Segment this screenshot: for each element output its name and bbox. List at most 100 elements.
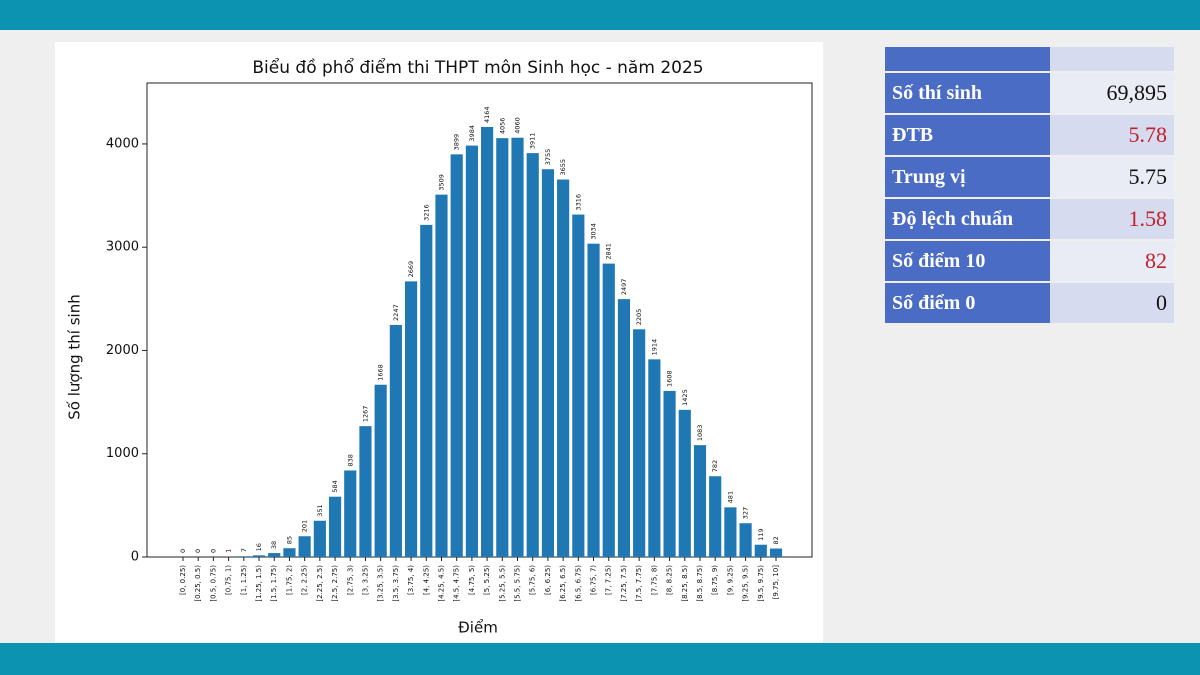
y-tick-label: 2000	[106, 343, 139, 358]
value-label: 584	[331, 480, 339, 492]
value-label: 2247	[392, 304, 400, 321]
x-tick-label: [3.25, 3.5)	[377, 565, 385, 602]
value-label: 782	[711, 460, 719, 472]
x-tick-label: [4.75, 5)	[468, 565, 476, 595]
stats-row: Số điểm 10 82	[885, 241, 1174, 281]
bar	[404, 281, 418, 557]
value-label: 327	[742, 507, 750, 519]
bar	[328, 496, 342, 557]
x-axis-label: Điểm	[458, 619, 498, 637]
x-tick-label: [4.25, 4.5)	[437, 565, 445, 602]
bar	[450, 154, 463, 558]
x-tick-label: [8.75, 9)	[711, 565, 719, 595]
value-label: 3899	[453, 134, 461, 151]
bar	[739, 523, 752, 557]
stat-label: Số thí sinh	[885, 73, 1050, 113]
x-tick-label: [6.25, 6.5)	[559, 565, 567, 602]
x-tick-label: [1, 1.25)	[240, 565, 248, 595]
bar	[359, 426, 372, 557]
bar	[374, 384, 387, 557]
value-label: 7	[240, 548, 248, 552]
y-axis-label: Số lượng thí sinh	[66, 294, 84, 419]
bar	[587, 243, 600, 557]
stat-value: 1.58	[1050, 199, 1174, 239]
stat-value: 5.78	[1050, 115, 1174, 155]
stat-value: 82	[1050, 241, 1174, 281]
y-tick-label: 1000	[106, 446, 139, 461]
x-tick-label: [5.75, 6)	[529, 565, 537, 595]
stats-table: Số thí sinh 69,895 ĐTB 5.78 Trung vị 5.75 Độ l…	[885, 45, 1174, 325]
value-label: 0	[209, 549, 217, 553]
value-label: 3216	[422, 204, 430, 221]
bar	[420, 224, 433, 557]
bar	[557, 179, 570, 558]
bar	[617, 299, 631, 557]
bar	[465, 145, 478, 557]
x-tick-label: [6, 6.25)	[544, 565, 552, 595]
x-tick-label: [2.5, 2.75)	[331, 565, 339, 602]
value-label: 119	[757, 528, 765, 540]
value-label: 1914	[650, 339, 658, 356]
chart: Biểu đồ phổ điểm thi THPT môn Sinh học -…	[55, 42, 823, 643]
y-tick-label: 0	[131, 550, 139, 565]
bar	[663, 390, 676, 557]
bar	[283, 548, 296, 557]
x-tick-label: [9.5, 9.75)	[757, 565, 765, 602]
stat-label: Số điểm 10	[885, 241, 1050, 281]
stat-label: Trung vị	[885, 157, 1050, 197]
stats-row: Trung vị 5.75	[885, 157, 1174, 197]
x-tick-label: [1.25, 1.5)	[255, 565, 263, 602]
bar	[709, 476, 722, 557]
value-label: 3755	[544, 149, 552, 166]
stats-row: Số thí sinh 69,895	[885, 73, 1174, 113]
chart-title: Biểu đồ phổ điểm thi THPT môn Sinh học -…	[252, 57, 703, 78]
value-label: 85	[285, 536, 293, 544]
bottom-band	[0, 643, 1200, 675]
x-tick-label: [8, 8.25)	[666, 565, 674, 595]
stats-row: Độ lệch chuẩn 1.58	[885, 199, 1174, 239]
value-label: 3034	[590, 223, 598, 240]
value-label: 38	[270, 541, 278, 549]
bar	[237, 556, 250, 557]
x-tick-label: [1.5, 1.75)	[270, 565, 278, 602]
value-label: 481	[726, 491, 734, 503]
value-label: 82	[772, 536, 780, 544]
bar	[268, 553, 281, 557]
value-label: 201	[301, 520, 309, 532]
x-tick-label: [6.5, 6.75)	[574, 565, 582, 602]
x-tick-label: [4, 4.25)	[422, 565, 430, 595]
bar	[541, 169, 555, 557]
stats-row: ĐTB 5.78	[885, 115, 1174, 155]
x-tick-label: [9, 9.25)	[726, 565, 734, 595]
value-label: 4060	[514, 117, 522, 134]
value-label: 4056	[498, 118, 506, 135]
x-tick-label: [5.25, 5.5)	[498, 565, 506, 602]
x-tick-label: [3.75, 4)	[407, 565, 415, 595]
stat-label: ĐTB	[885, 115, 1050, 155]
value-label: 2497	[620, 279, 628, 296]
x-tick-label: [6.75, 7)	[590, 565, 598, 595]
bar	[252, 555, 266, 557]
value-label: 3509	[437, 174, 445, 191]
bar	[435, 194, 448, 557]
bar	[572, 214, 585, 557]
bar	[511, 137, 524, 557]
value-label: 16	[255, 543, 263, 551]
x-tick-label: [0, 0.25)	[179, 565, 187, 595]
stat-value: 69,895	[1050, 73, 1174, 113]
header-row	[885, 47, 1174, 71]
value-label: 3316	[574, 194, 582, 211]
bar	[389, 324, 402, 557]
x-tick-label: [0.25, 0.5)	[194, 565, 202, 602]
bar	[526, 153, 539, 557]
value-label: 0	[194, 549, 202, 553]
stat-value: 0	[1050, 283, 1174, 323]
bar	[602, 263, 615, 557]
value-label: 1267	[361, 406, 369, 423]
value-label: 2205	[635, 309, 643, 326]
value-label: 351	[316, 504, 324, 516]
x-tick-label: [8.5, 8.75)	[696, 565, 704, 602]
x-tick-label: [3, 3.25)	[361, 565, 369, 595]
